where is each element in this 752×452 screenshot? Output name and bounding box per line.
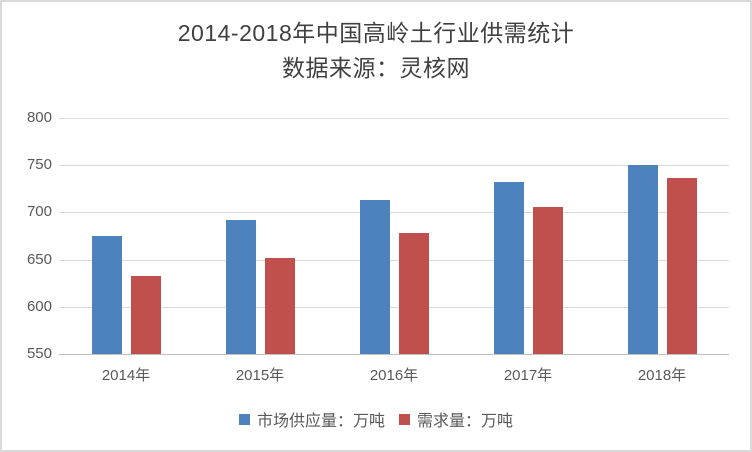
- legend-swatch-demand-icon: [399, 413, 410, 425]
- gridline-800: [59, 118, 729, 119]
- y-tick-label-650: 650: [26, 250, 52, 268]
- bar-supply-2016年: [359, 200, 390, 354]
- x-label-2015年: 2015年: [235, 367, 285, 384]
- chart-title-line-1: 2014-2018年中国高岭土行业供需统计: [177, 20, 575, 46]
- x-label-2018年: 2018年: [637, 367, 687, 384]
- x-axis-line: [59, 354, 729, 355]
- bar-demand-2014年: [130, 275, 161, 354]
- legend-label-supply: 市场供应量：万吨: [256, 413, 385, 430]
- x-label-2014年: 2014年: [101, 367, 151, 384]
- x-label-2017年: 2017年: [503, 367, 553, 384]
- chart-title: 2014-2018年中国高岭土行业供需统计 数据来源：灵核网: [2, 16, 750, 86]
- bar-supply-2014年: [91, 236, 122, 354]
- bar-demand-2018年: [666, 178, 697, 354]
- bar-supply-2017年: [493, 182, 524, 354]
- legend-swatch-supply-icon: [238, 413, 250, 425]
- legend-item-supply: 市场供应量：万吨: [238, 407, 385, 431]
- y-tick-label-750: 750: [26, 156, 52, 174]
- y-tick-label-550: 550: [26, 345, 52, 362]
- legend: 市场供应量：万吨 需求量：万吨: [2, 407, 750, 431]
- bar-demand-2016年: [398, 233, 429, 354]
- bar-demand-2015年: [264, 257, 295, 354]
- bar-demand-2017年: [532, 206, 563, 354]
- chart-title-line-2: 数据来源：灵核网: [282, 55, 470, 81]
- y-tick-label-800: 800: [26, 109, 52, 126]
- gridline-700: [59, 212, 729, 214]
- y-tick-label-600: 600: [26, 297, 52, 315]
- legend-item-demand: 需求量：万吨: [399, 407, 513, 431]
- gridline-600: [59, 306, 729, 308]
- gridline-750: [59, 165, 729, 167]
- x-label-2016年: 2016年: [369, 367, 419, 384]
- bar-supply-2015年: [225, 219, 256, 354]
- bar-supply-2018年: [627, 165, 658, 354]
- legend-label-demand: 需求量：万吨: [417, 413, 514, 430]
- y-tick-label-700: 700: [26, 203, 52, 221]
- gridline-650: [59, 259, 729, 261]
